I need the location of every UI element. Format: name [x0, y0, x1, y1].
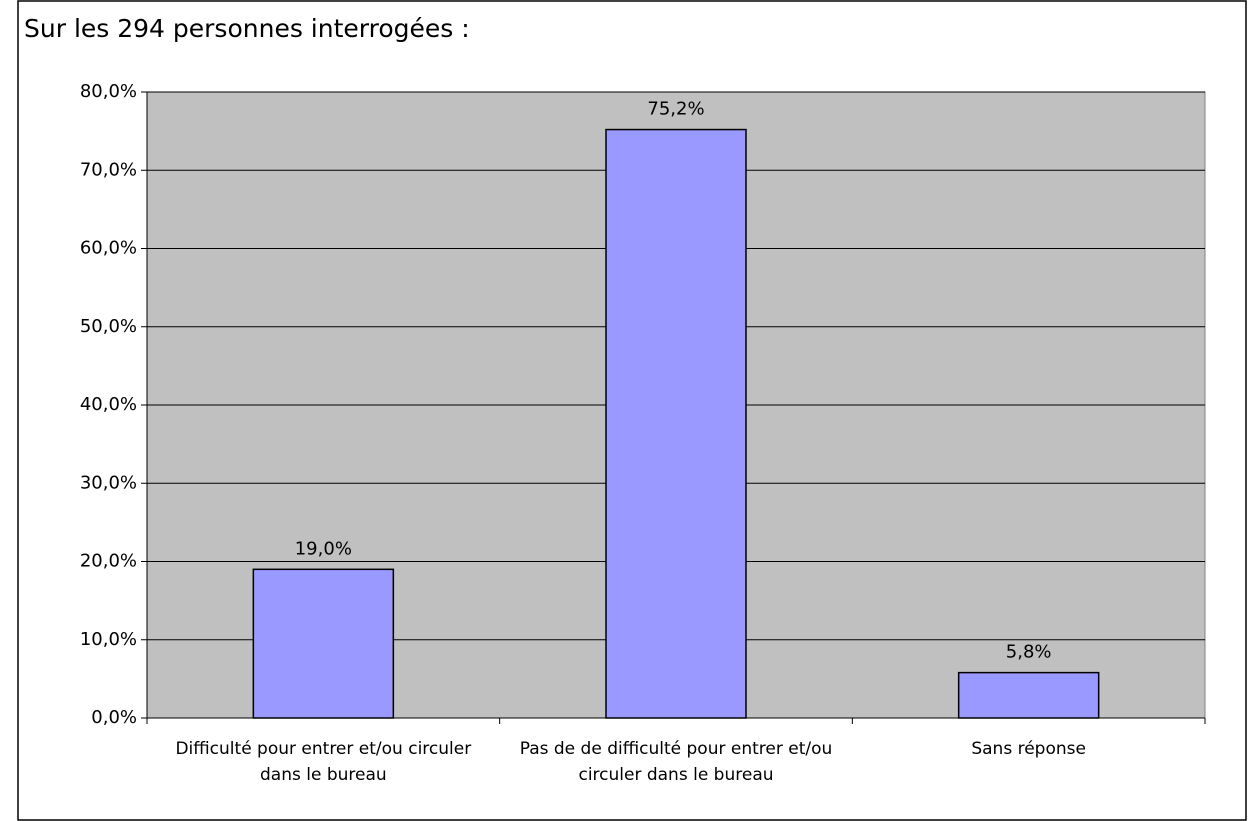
data-label: 5,8%: [1006, 642, 1052, 663]
bar: [605, 128, 747, 719]
x-tick-label: Difficulté pour entrer et/ou circuler da…: [175, 739, 472, 785]
y-tick-label: 40,0%: [80, 394, 137, 415]
chart-title: Sur les 294 personnes interrogées :: [24, 14, 470, 43]
y-tick-label: 70,0%: [80, 159, 137, 180]
data-label: 75,2%: [647, 99, 704, 120]
frame: [17, 0, 1247, 821]
y-tick-label: 0,0%: [91, 707, 137, 728]
y-tick-label: 20,0%: [80, 551, 137, 572]
y-tick-label: 30,0%: [80, 472, 137, 493]
bar: [252, 568, 395, 719]
y-tick-label: 10,0%: [80, 629, 137, 650]
y-tick-label: 80,0%: [80, 81, 137, 102]
y-tick-label: 50,0%: [80, 316, 137, 337]
y-tick-label: 60,0%: [80, 238, 137, 259]
x-tick-label: Sans réponse: [971, 739, 1086, 759]
bar: [957, 671, 1100, 719]
x-tick-label: Pas de de difficulté pour entrer et/ou c…: [519, 739, 833, 785]
data-label: 19,0%: [295, 538, 352, 559]
